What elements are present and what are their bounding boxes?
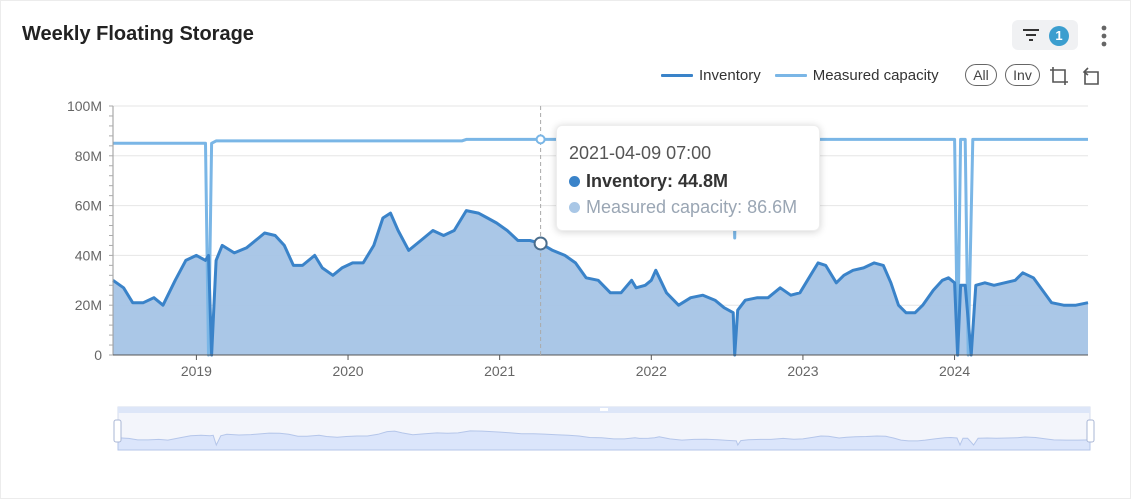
- y-tick-label: 40M: [75, 247, 102, 263]
- capacity-line: [113, 137, 1088, 357]
- legend-swatch-capacity: [774, 73, 807, 77]
- tooltip-row-capacity: Measured capacity: 86.6M: [569, 197, 797, 218]
- x-tick-label: 2020: [332, 363, 363, 379]
- legend-item-inventory[interactable]: Inventory: [661, 67, 761, 84]
- tooltip-date: 2021-04-09 07:00: [569, 143, 712, 163]
- y-tick-label: 80M: [75, 148, 102, 164]
- chart-title: Weekly Floating Storage: [22, 23, 254, 45]
- chart-legend: Inventory Measured capacity: [661, 63, 953, 87]
- legend-label-capacity: Measured capacity: [812, 66, 939, 84]
- inventory-line: [112, 209, 1089, 357]
- tooltip-dot-capacity: [569, 202, 580, 213]
- x-tick-label: 2019: [181, 363, 212, 379]
- y-tick-label: 60M: [75, 198, 102, 214]
- zoom-handle-right[interactable]: [1086, 419, 1095, 443]
- y-tick-label: 20M: [75, 297, 102, 313]
- inverse-select-button[interactable]: Inv: [1005, 64, 1040, 86]
- legend-swatch-inventory: [661, 73, 693, 77]
- zoom-handle-left[interactable]: [113, 419, 122, 443]
- legend-label-inventory: Inventory: [699, 66, 761, 84]
- tooltip-inventory-value: Inventory: 44.8M: [586, 171, 729, 191]
- zoom-move-grip[interactable]: [600, 408, 608, 411]
- y-tick-label: 0: [94, 347, 102, 363]
- chart-tooltip: 2021-04-09 07:00 Inventory: 44.8M Measur…: [556, 125, 820, 231]
- tooltip-dot-inventory: [569, 176, 580, 187]
- inventory-hover-marker: [533, 236, 548, 251]
- y-tick-label: 100M: [67, 98, 102, 114]
- x-tick-label: 2023: [787, 363, 818, 379]
- zoom-slider-preview: [117, 430, 1091, 451]
- x-tick-label: 2024: [939, 363, 970, 379]
- x-tick-label: 2021: [484, 363, 515, 379]
- capacity-hover-marker: [535, 134, 546, 145]
- more-options-icon[interactable]: [1097, 23, 1111, 49]
- filter-icon: [1023, 29, 1039, 41]
- select-all-button[interactable]: All: [965, 64, 997, 86]
- zoom-select-icon[interactable]: [1049, 66, 1069, 86]
- legend-item-capacity[interactable]: Measured capacity: [774, 66, 939, 84]
- tooltip-row-inventory: Inventory: 44.8M: [569, 171, 728, 192]
- tooltip-capacity-value: Measured capacity: 86.6M: [586, 197, 798, 217]
- x-tick-label: 2022: [636, 363, 667, 379]
- filter-button[interactable]: 1: [1012, 20, 1078, 50]
- filter-count-badge: 1: [1049, 26, 1069, 46]
- zoom-reset-icon[interactable]: [1081, 66, 1101, 86]
